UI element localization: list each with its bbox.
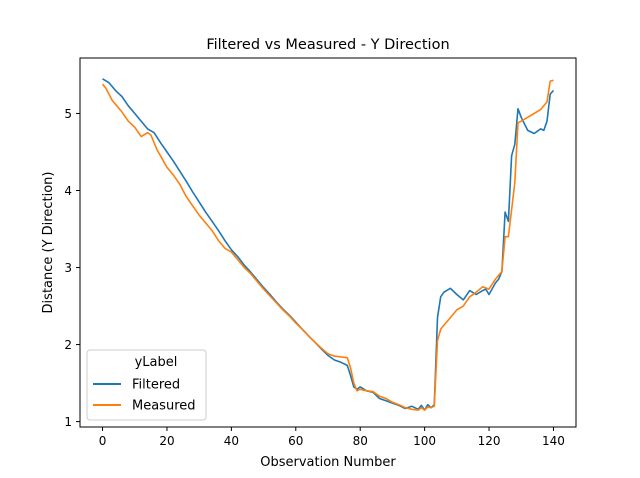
y-tick-label: 2 <box>64 338 72 352</box>
plot-frame <box>79 57 577 428</box>
ticks-layer: 0 20 40 60 80 100 120 140 1 2 3 4 5 <box>64 107 565 448</box>
y-tick-label: 4 <box>64 184 72 198</box>
x-tick-label: 60 <box>288 434 303 448</box>
y-axis-label: Distance (Y Direction) <box>41 172 56 314</box>
legend: yLabel Filtered Measured <box>86 349 207 421</box>
legend-frame <box>86 349 207 421</box>
x-tick-label: 0 <box>99 434 107 448</box>
x-tick-label: 100 <box>413 434 436 448</box>
legend-label-filtered: Filtered <box>132 378 180 393</box>
legend-label-measured: Measured <box>132 399 196 414</box>
x-tick-label: 120 <box>478 434 501 448</box>
legend-title: yLabel <box>135 355 178 370</box>
y-tick-label: 1 <box>64 415 72 429</box>
x-tick-label: 40 <box>224 434 239 448</box>
chart-title: Filtered vs Measured - Y Direction <box>206 37 449 53</box>
x-axis-label: Observation Number <box>260 455 396 470</box>
series-line-measured <box>101 79 554 411</box>
y-tick-label: 3 <box>64 261 72 275</box>
x-tick-label: 140 <box>542 434 565 448</box>
series-layer <box>101 78 555 411</box>
y-tick-label: 5 <box>64 107 72 121</box>
x-tick-label: 20 <box>159 434 174 448</box>
x-tick-label: 80 <box>353 434 368 448</box>
